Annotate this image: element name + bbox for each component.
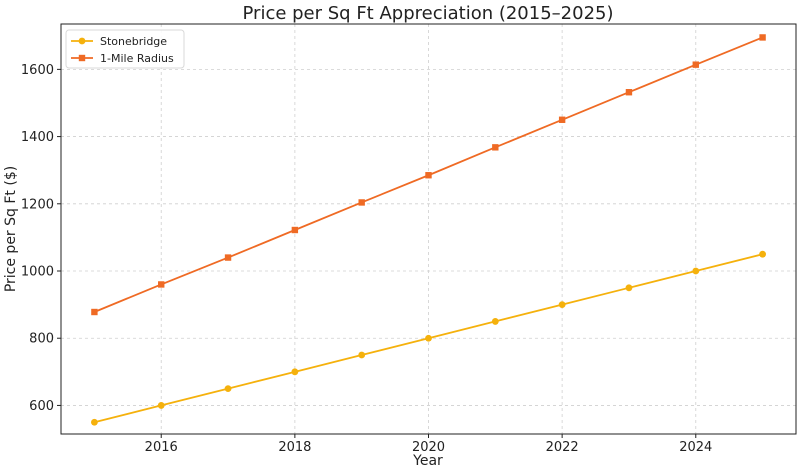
legend-marker bbox=[78, 54, 86, 62]
data-point bbox=[759, 250, 766, 258]
data-point bbox=[358, 351, 366, 359]
x-tick-label: 2022 bbox=[546, 440, 579, 455]
data-point bbox=[157, 402, 165, 409]
data-point bbox=[158, 281, 165, 288]
series-stonebridge bbox=[91, 250, 766, 426]
y-tick-label: 1400 bbox=[21, 130, 54, 145]
data-point bbox=[491, 318, 499, 325]
data-point bbox=[625, 284, 633, 292]
x-tick-label: 2024 bbox=[679, 440, 712, 455]
data-point bbox=[291, 226, 299, 234]
data-point bbox=[625, 89, 633, 96]
y-axis: 600 800 1000 1200 1400 1600 bbox=[21, 63, 61, 414]
legend-label: Stonebridge bbox=[100, 35, 167, 48]
legend-box bbox=[65, 29, 185, 69]
series-1-mile-radius bbox=[91, 34, 766, 316]
data-point bbox=[358, 199, 365, 206]
data-point bbox=[558, 116, 566, 123]
legend-label: 1-Mile Radius bbox=[100, 52, 174, 65]
chart-title: Price per Sq Ft Appreciation (2015–2025) bbox=[243, 3, 614, 24]
grid bbox=[61, 24, 796, 434]
plot-series bbox=[91, 34, 766, 426]
data-point bbox=[91, 418, 98, 426]
legend-marker bbox=[78, 37, 86, 45]
y-axis-label: Price per Sq Ft ($) bbox=[3, 166, 19, 292]
x-tick-label: 2018 bbox=[278, 440, 311, 455]
data-point bbox=[692, 61, 699, 68]
x-axis-label: Year bbox=[412, 453, 443, 467]
y-tick-label: 1600 bbox=[21, 63, 54, 78]
x-tick-label: 2016 bbox=[145, 440, 178, 455]
legend: Stonebridge 1-Mile Radius bbox=[65, 29, 185, 69]
data-point bbox=[91, 308, 98, 316]
data-point bbox=[558, 301, 566, 309]
data-point bbox=[291, 368, 299, 376]
data-point bbox=[425, 172, 432, 179]
x-axis: 2016 2018 2020 2022 2024 bbox=[145, 434, 712, 455]
data-point bbox=[492, 144, 499, 151]
y-tick-label: 600 bbox=[29, 399, 54, 414]
y-tick-label: 1000 bbox=[21, 265, 54, 280]
data-point bbox=[692, 267, 700, 275]
y-tick-label: 800 bbox=[29, 332, 54, 347]
data-point bbox=[224, 254, 232, 261]
y-tick-label: 1200 bbox=[21, 197, 54, 212]
data-point bbox=[224, 385, 232, 393]
x-tick-label: 2020 bbox=[412, 440, 445, 455]
data-point bbox=[425, 334, 432, 342]
data-point bbox=[759, 34, 766, 41]
